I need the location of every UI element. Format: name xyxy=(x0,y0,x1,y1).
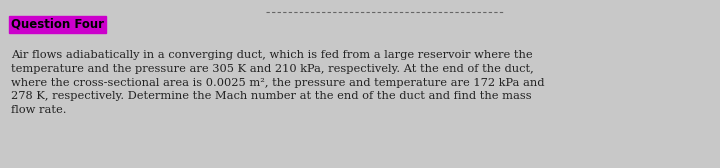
Text: Air flows adiabatically in a converging duct, which is fed from a large reservoi: Air flows adiabatically in a converging … xyxy=(11,50,544,115)
Text: Question Four: Question Four xyxy=(11,18,104,31)
